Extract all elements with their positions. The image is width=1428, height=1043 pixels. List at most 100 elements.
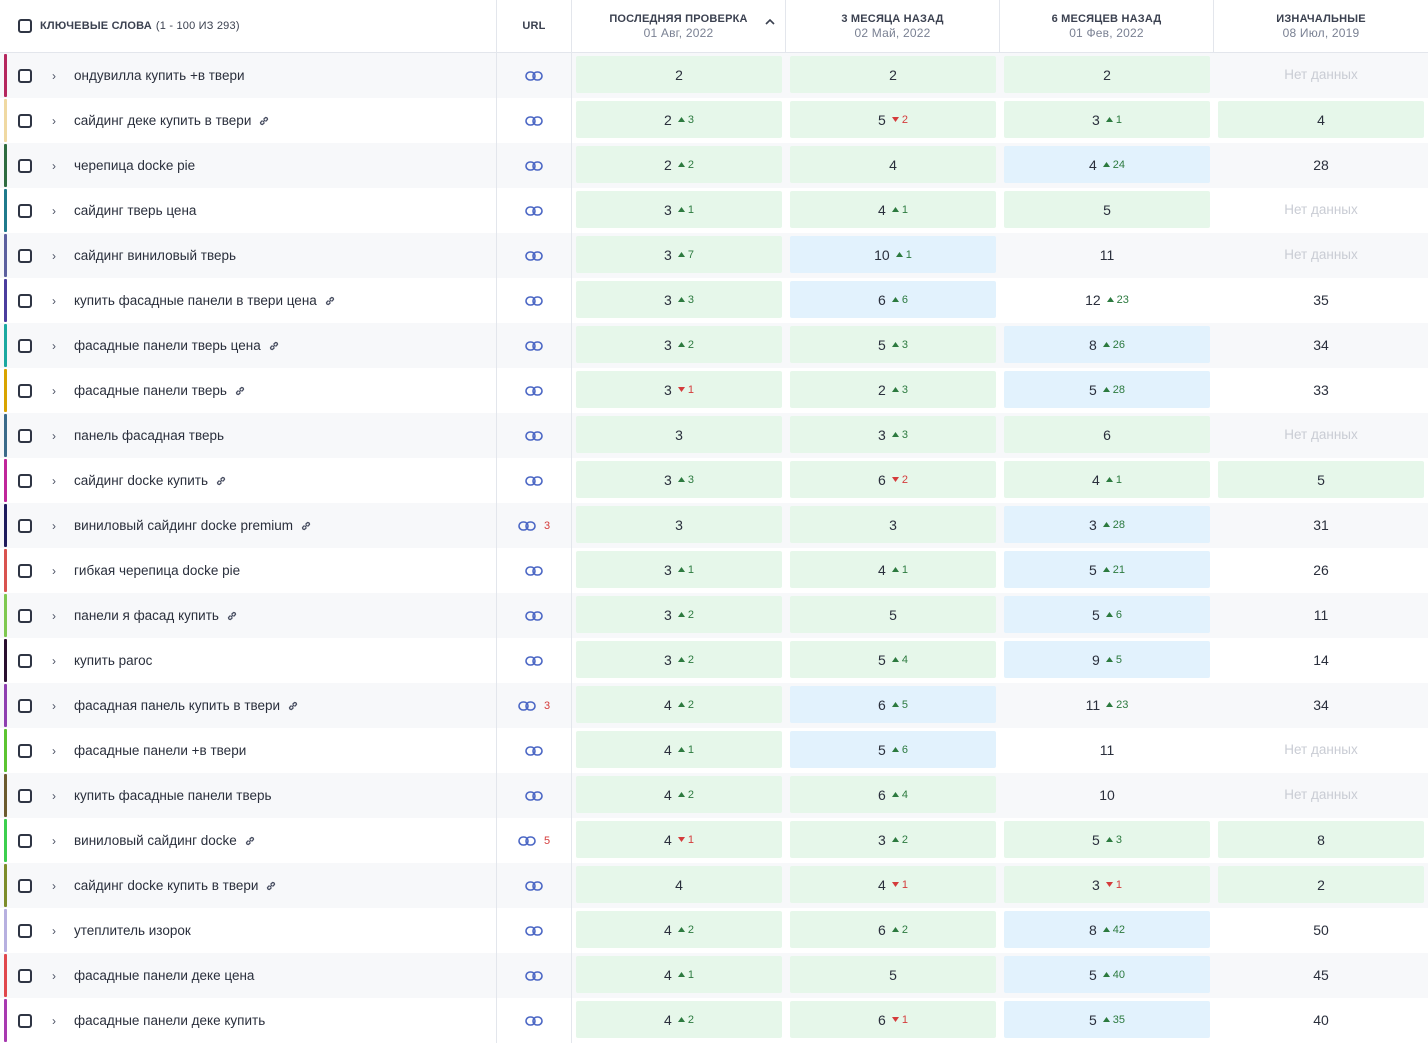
initial-position[interactable]: Нет данных bbox=[1218, 776, 1424, 813]
link-icon[interactable] bbox=[258, 115, 270, 127]
row-checkbox[interactable] bbox=[18, 473, 32, 488]
six-months-position[interactable]: 5 bbox=[1004, 191, 1210, 228]
initial-position[interactable]: 11 bbox=[1218, 596, 1424, 633]
link-icon[interactable] bbox=[234, 385, 246, 397]
table-row[interactable]: › купить фасадные панели тверь 4 2 6 4 10 Нет д… bbox=[0, 773, 1428, 818]
row-checkbox[interactable] bbox=[18, 248, 32, 263]
last-check-header[interactable]: Последняя проверка 01 Авг, 2022 bbox=[572, 0, 786, 52]
initial-position[interactable]: 8 bbox=[1218, 821, 1424, 858]
six-months-position[interactable]: 11 bbox=[1004, 236, 1210, 273]
row-checkbox[interactable] bbox=[18, 878, 32, 893]
initial-position[interactable]: 35 bbox=[1218, 281, 1424, 318]
chevron-right-icon[interactable]: › bbox=[52, 743, 56, 758]
table-row[interactable]: › панели я фасад купить 3 2 5 5 6 11 bbox=[0, 593, 1428, 638]
six-months-position[interactable]: 8 26 bbox=[1004, 326, 1210, 363]
url-link-icon[interactable] bbox=[518, 700, 536, 711]
table-row[interactable]: › ондувилла купить +в твери 2 2 2 Нет данных bbox=[0, 53, 1428, 98]
six-months-position[interactable]: 4 24 bbox=[1004, 146, 1210, 183]
initial-position[interactable]: 50 bbox=[1218, 911, 1424, 948]
initial-position[interactable]: 33 bbox=[1218, 371, 1424, 408]
initial-position[interactable]: 5 bbox=[1218, 461, 1424, 498]
url-link-icon[interactable] bbox=[525, 340, 543, 351]
url-link-icon[interactable] bbox=[518, 520, 536, 531]
link-icon[interactable] bbox=[244, 835, 256, 847]
row-checkbox[interactable] bbox=[18, 428, 32, 443]
six-months-position[interactable]: 8 42 bbox=[1004, 911, 1210, 948]
table-row[interactable]: › фасадные панели тверь цена 3 2 5 3 8 26 34 bbox=[0, 323, 1428, 368]
chevron-right-icon[interactable]: › bbox=[52, 923, 56, 938]
url-link-icon[interactable] bbox=[525, 70, 543, 81]
initial-position[interactable]: 34 bbox=[1218, 326, 1424, 363]
row-checkbox[interactable] bbox=[18, 383, 32, 398]
initial-position[interactable]: 26 bbox=[1218, 551, 1424, 588]
six-months-position[interactable]: 11 bbox=[1004, 731, 1210, 768]
six-months-position[interactable]: 5 40 bbox=[1004, 956, 1210, 993]
table-row[interactable]: › фасадные панели деке купить 4 2 6 1 5 35 40 bbox=[0, 998, 1428, 1043]
three-months-header[interactable]: 3 месяца назад 02 Май, 2022 bbox=[786, 0, 1000, 52]
link-icon[interactable] bbox=[287, 700, 299, 712]
row-checkbox[interactable] bbox=[18, 563, 32, 578]
initial-position[interactable]: 14 bbox=[1218, 641, 1424, 678]
table-row[interactable]: › сайдинг docke купить в твери 4 4 1 3 1 2 bbox=[0, 863, 1428, 908]
url-link-icon[interactable] bbox=[525, 925, 543, 936]
url-link-icon[interactable] bbox=[525, 430, 543, 441]
row-checkbox[interactable] bbox=[18, 788, 32, 803]
initial-position[interactable]: Нет данных bbox=[1218, 236, 1424, 273]
url-link-icon[interactable] bbox=[525, 565, 543, 576]
url-link-icon[interactable] bbox=[525, 790, 543, 801]
table-row[interactable]: › сайдинг тверь цена 3 1 4 1 5 Нет данных bbox=[0, 188, 1428, 233]
three-months-position[interactable]: 2 bbox=[790, 56, 996, 93]
row-checkbox[interactable] bbox=[18, 653, 32, 668]
url-link-icon[interactable] bbox=[525, 655, 543, 666]
table-row[interactable]: › виниловый сайдинг docke 5 4 1 3 2 5 3 8 bbox=[0, 818, 1428, 863]
row-checkbox[interactable] bbox=[18, 923, 32, 938]
row-checkbox[interactable] bbox=[18, 608, 32, 623]
row-checkbox[interactable] bbox=[18, 518, 32, 533]
chevron-right-icon[interactable]: › bbox=[52, 248, 56, 263]
url-link-icon[interactable] bbox=[525, 160, 543, 171]
last-check-position[interactable]: 4 bbox=[576, 866, 782, 903]
initial-position[interactable]: 4 bbox=[1218, 101, 1424, 138]
row-checkbox[interactable] bbox=[18, 158, 32, 173]
chevron-right-icon[interactable]: › bbox=[52, 698, 56, 713]
chevron-right-icon[interactable]: › bbox=[52, 428, 56, 443]
url-link-icon[interactable] bbox=[525, 970, 543, 981]
six-months-position[interactable]: 5 21 bbox=[1004, 551, 1210, 588]
three-months-position[interactable]: 10 1 bbox=[790, 236, 996, 273]
chevron-right-icon[interactable]: › bbox=[52, 338, 56, 353]
url-link-icon[interactable] bbox=[525, 1015, 543, 1026]
table-row[interactable]: › черепица docke pie 2 2 4 4 24 28 bbox=[0, 143, 1428, 188]
keywords-header-title[interactable]: Ключевые слова bbox=[40, 20, 152, 32]
table-row[interactable]: › утеплитель изорок 4 2 6 2 8 42 50 bbox=[0, 908, 1428, 953]
chevron-right-icon[interactable]: › bbox=[52, 608, 56, 623]
initial-position[interactable]: 34 bbox=[1218, 686, 1424, 723]
initial-position[interactable]: Нет данных bbox=[1218, 416, 1424, 453]
chevron-right-icon[interactable]: › bbox=[52, 788, 56, 803]
url-link-icon[interactable] bbox=[525, 610, 543, 621]
link-icon[interactable] bbox=[265, 880, 277, 892]
initial-position[interactable]: 40 bbox=[1218, 1001, 1424, 1038]
